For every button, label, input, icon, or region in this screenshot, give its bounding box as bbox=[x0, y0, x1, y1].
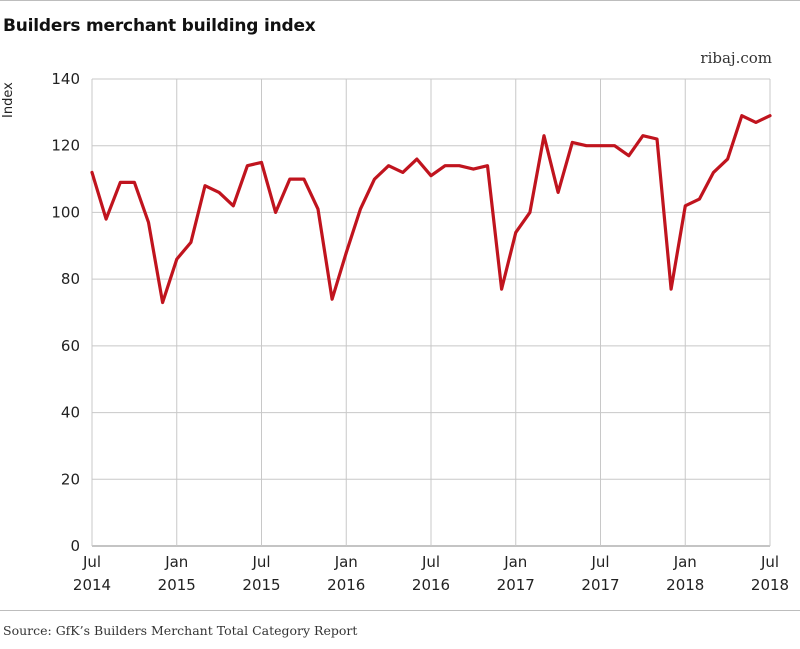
source-note: Source: GfK’s Builders Merchant Total Ca… bbox=[3, 623, 358, 638]
series-line bbox=[90, 114, 772, 305]
y-tick-label: 140 bbox=[51, 70, 80, 88]
x-tick-year: 2015 bbox=[158, 576, 196, 594]
y-tick-labels: 0 20 40 60 80 100 120 140 bbox=[51, 70, 80, 555]
chart-title: Builders merchant building index bbox=[3, 16, 316, 36]
y-tick-label: 120 bbox=[51, 137, 80, 155]
x-tick-year: 2017 bbox=[497, 576, 535, 594]
line-chart: 0 20 40 60 80 100 120 140 Jul 2014 Jan 2015 Jul 2015… bbox=[51, 70, 789, 594]
x-tick-month: Jul bbox=[251, 553, 270, 571]
x-tick-year: 2014 bbox=[73, 576, 111, 594]
x-tick-month: Jan bbox=[673, 553, 697, 571]
x-tick-year: 2016 bbox=[412, 576, 450, 594]
x-tick-month: Jan bbox=[503, 553, 527, 571]
y-tick-label: 0 bbox=[70, 537, 80, 555]
y-tick-label: 80 bbox=[61, 270, 80, 288]
x-tick-month: Jan bbox=[334, 553, 358, 571]
chart-credit: ribaj.com bbox=[700, 49, 772, 67]
series-layer bbox=[90, 114, 772, 305]
x-tick-month: Jan bbox=[164, 553, 188, 571]
x-tick-year: 2015 bbox=[242, 576, 280, 594]
y-tick-label: 100 bbox=[51, 203, 80, 221]
y-tick-label: 60 bbox=[61, 337, 80, 355]
x-tick-month: Jul bbox=[82, 553, 101, 571]
x-tick-month: Jul bbox=[421, 553, 440, 571]
grid-lines bbox=[91, 78, 771, 547]
x-tick-year: 2018 bbox=[666, 576, 704, 594]
x-tick-labels: Jul 2014 Jan 2015 Jul 2015 Jan 2016 Jul 2016 Jan 20… bbox=[73, 553, 789, 594]
top-rule bbox=[0, 0, 800, 1]
y-tick-label: 40 bbox=[61, 404, 80, 422]
x-tick-year: 2017 bbox=[581, 576, 619, 594]
bottom-rule bbox=[0, 610, 800, 611]
x-tick-year: 2018 bbox=[751, 576, 789, 594]
y-tick-label: 20 bbox=[61, 470, 80, 488]
x-tick-month: Jul bbox=[760, 553, 779, 571]
x-tick-month: Jul bbox=[590, 553, 609, 571]
x-tick-year: 2016 bbox=[327, 576, 365, 594]
